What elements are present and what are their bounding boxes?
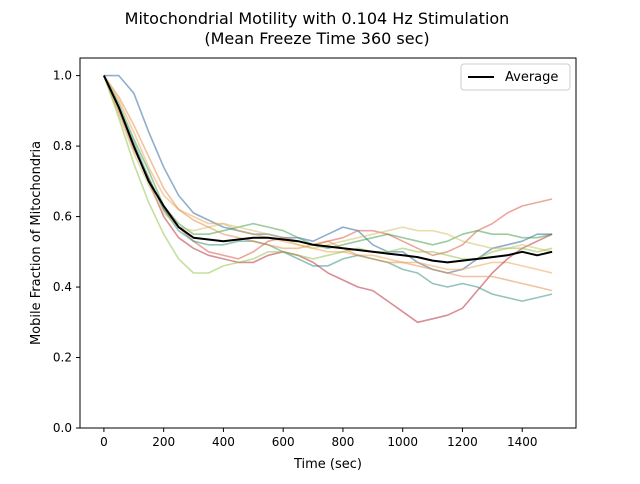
- x-tick-label: 0: [100, 435, 108, 449]
- series-line-trace-4: [103, 75, 553, 324]
- series-lines: [102, 74, 553, 324]
- legend: Average: [460, 63, 571, 91]
- chart-title: Mitochondrial Motility with 0.104 Hz Sti…: [125, 9, 510, 28]
- legend-label-average: Average: [505, 70, 558, 85]
- x-axis-ticks: 0 200 400 600 800 1000 1200 1400: [100, 428, 537, 449]
- x-tick-label: 800: [331, 435, 354, 449]
- series-line-trace-5: [103, 75, 553, 250]
- x-tick-label: 1200: [447, 435, 478, 449]
- x-tick-label: 200: [152, 435, 175, 449]
- y-axis-label: Mobile Fraction of Mitochondria: [29, 141, 44, 345]
- legend-box: [460, 63, 571, 91]
- series-line-trace-6: [103, 75, 553, 302]
- chart-subtitle: (Mean Freeze Time 360 sec): [204, 29, 429, 48]
- y-tick-label: 0.2: [53, 351, 72, 365]
- x-tick-label: 400: [212, 435, 235, 449]
- y-tick-label: 0.4: [53, 280, 72, 294]
- y-tick-label: 0.6: [53, 210, 72, 224]
- y-tick-label: 0.8: [53, 139, 72, 153]
- y-tick-label: 0.0: [53, 421, 72, 435]
- x-axis-label: Time (sec): [293, 457, 362, 472]
- series-line-trace-9: [103, 75, 553, 292]
- x-tick-label: 600: [272, 435, 295, 449]
- series-line-average: [102, 75, 553, 264]
- plot-frame: [79, 57, 577, 429]
- y-tick-label: 1.0: [53, 69, 72, 83]
- x-tick-label: 1000: [387, 435, 418, 449]
- x-tick-label: 1400: [507, 435, 538, 449]
- y-axis-ticks: 0.0 0.2 0.4 0.6 0.8 1.0: [53, 69, 80, 435]
